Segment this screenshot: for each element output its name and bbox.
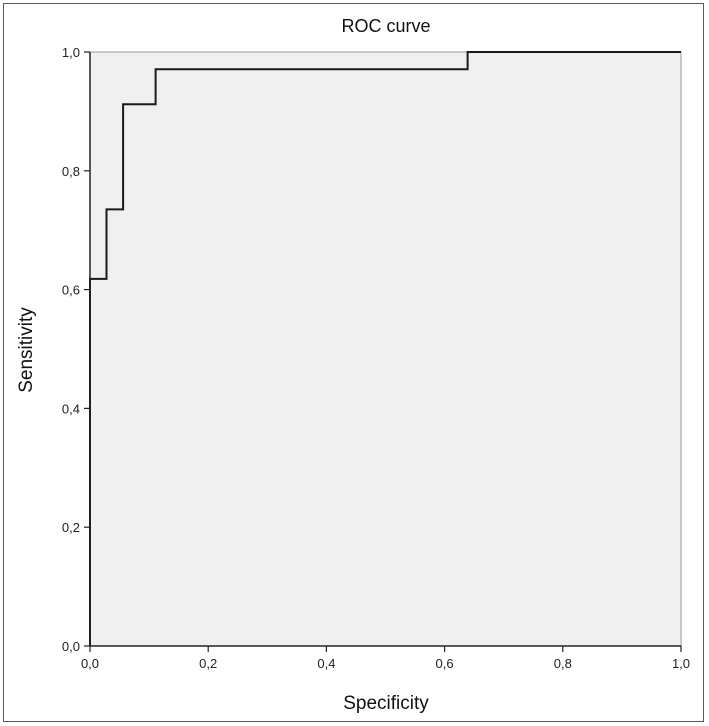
x-tick-label: 0,8 (554, 656, 572, 671)
x-tick-label: 0,4 (317, 656, 335, 671)
x-axis-title: Specificity (343, 693, 429, 714)
x-tick-label: 0,0 (81, 656, 99, 671)
plot-area (89, 51, 682, 647)
x-axis-ticks: 0,0 0,2 0,4 0,6 0,8 1,0 (81, 646, 690, 671)
y-tick-label: 0,0 (62, 639, 80, 654)
y-axis-ticks: 0,0 0,2 0,4 0,6 0,8 1,0 (62, 45, 90, 654)
y-tick-label: 0,6 (62, 283, 80, 298)
y-tick-label: 0,4 (62, 401, 80, 416)
x-tick-label: 1,0 (672, 656, 690, 671)
chart-title: ROC curve (341, 16, 430, 36)
x-tick-label: 0,6 (436, 656, 454, 671)
roc-curve-line (89, 51, 681, 646)
y-tick-label: 0,8 (62, 164, 80, 179)
y-tick-label: 0,2 (62, 520, 80, 535)
x-tick-label: 0,2 (199, 656, 217, 671)
y-axis-title: Sensitivity (16, 307, 37, 393)
y-tick-label: 1,0 (62, 45, 80, 60)
